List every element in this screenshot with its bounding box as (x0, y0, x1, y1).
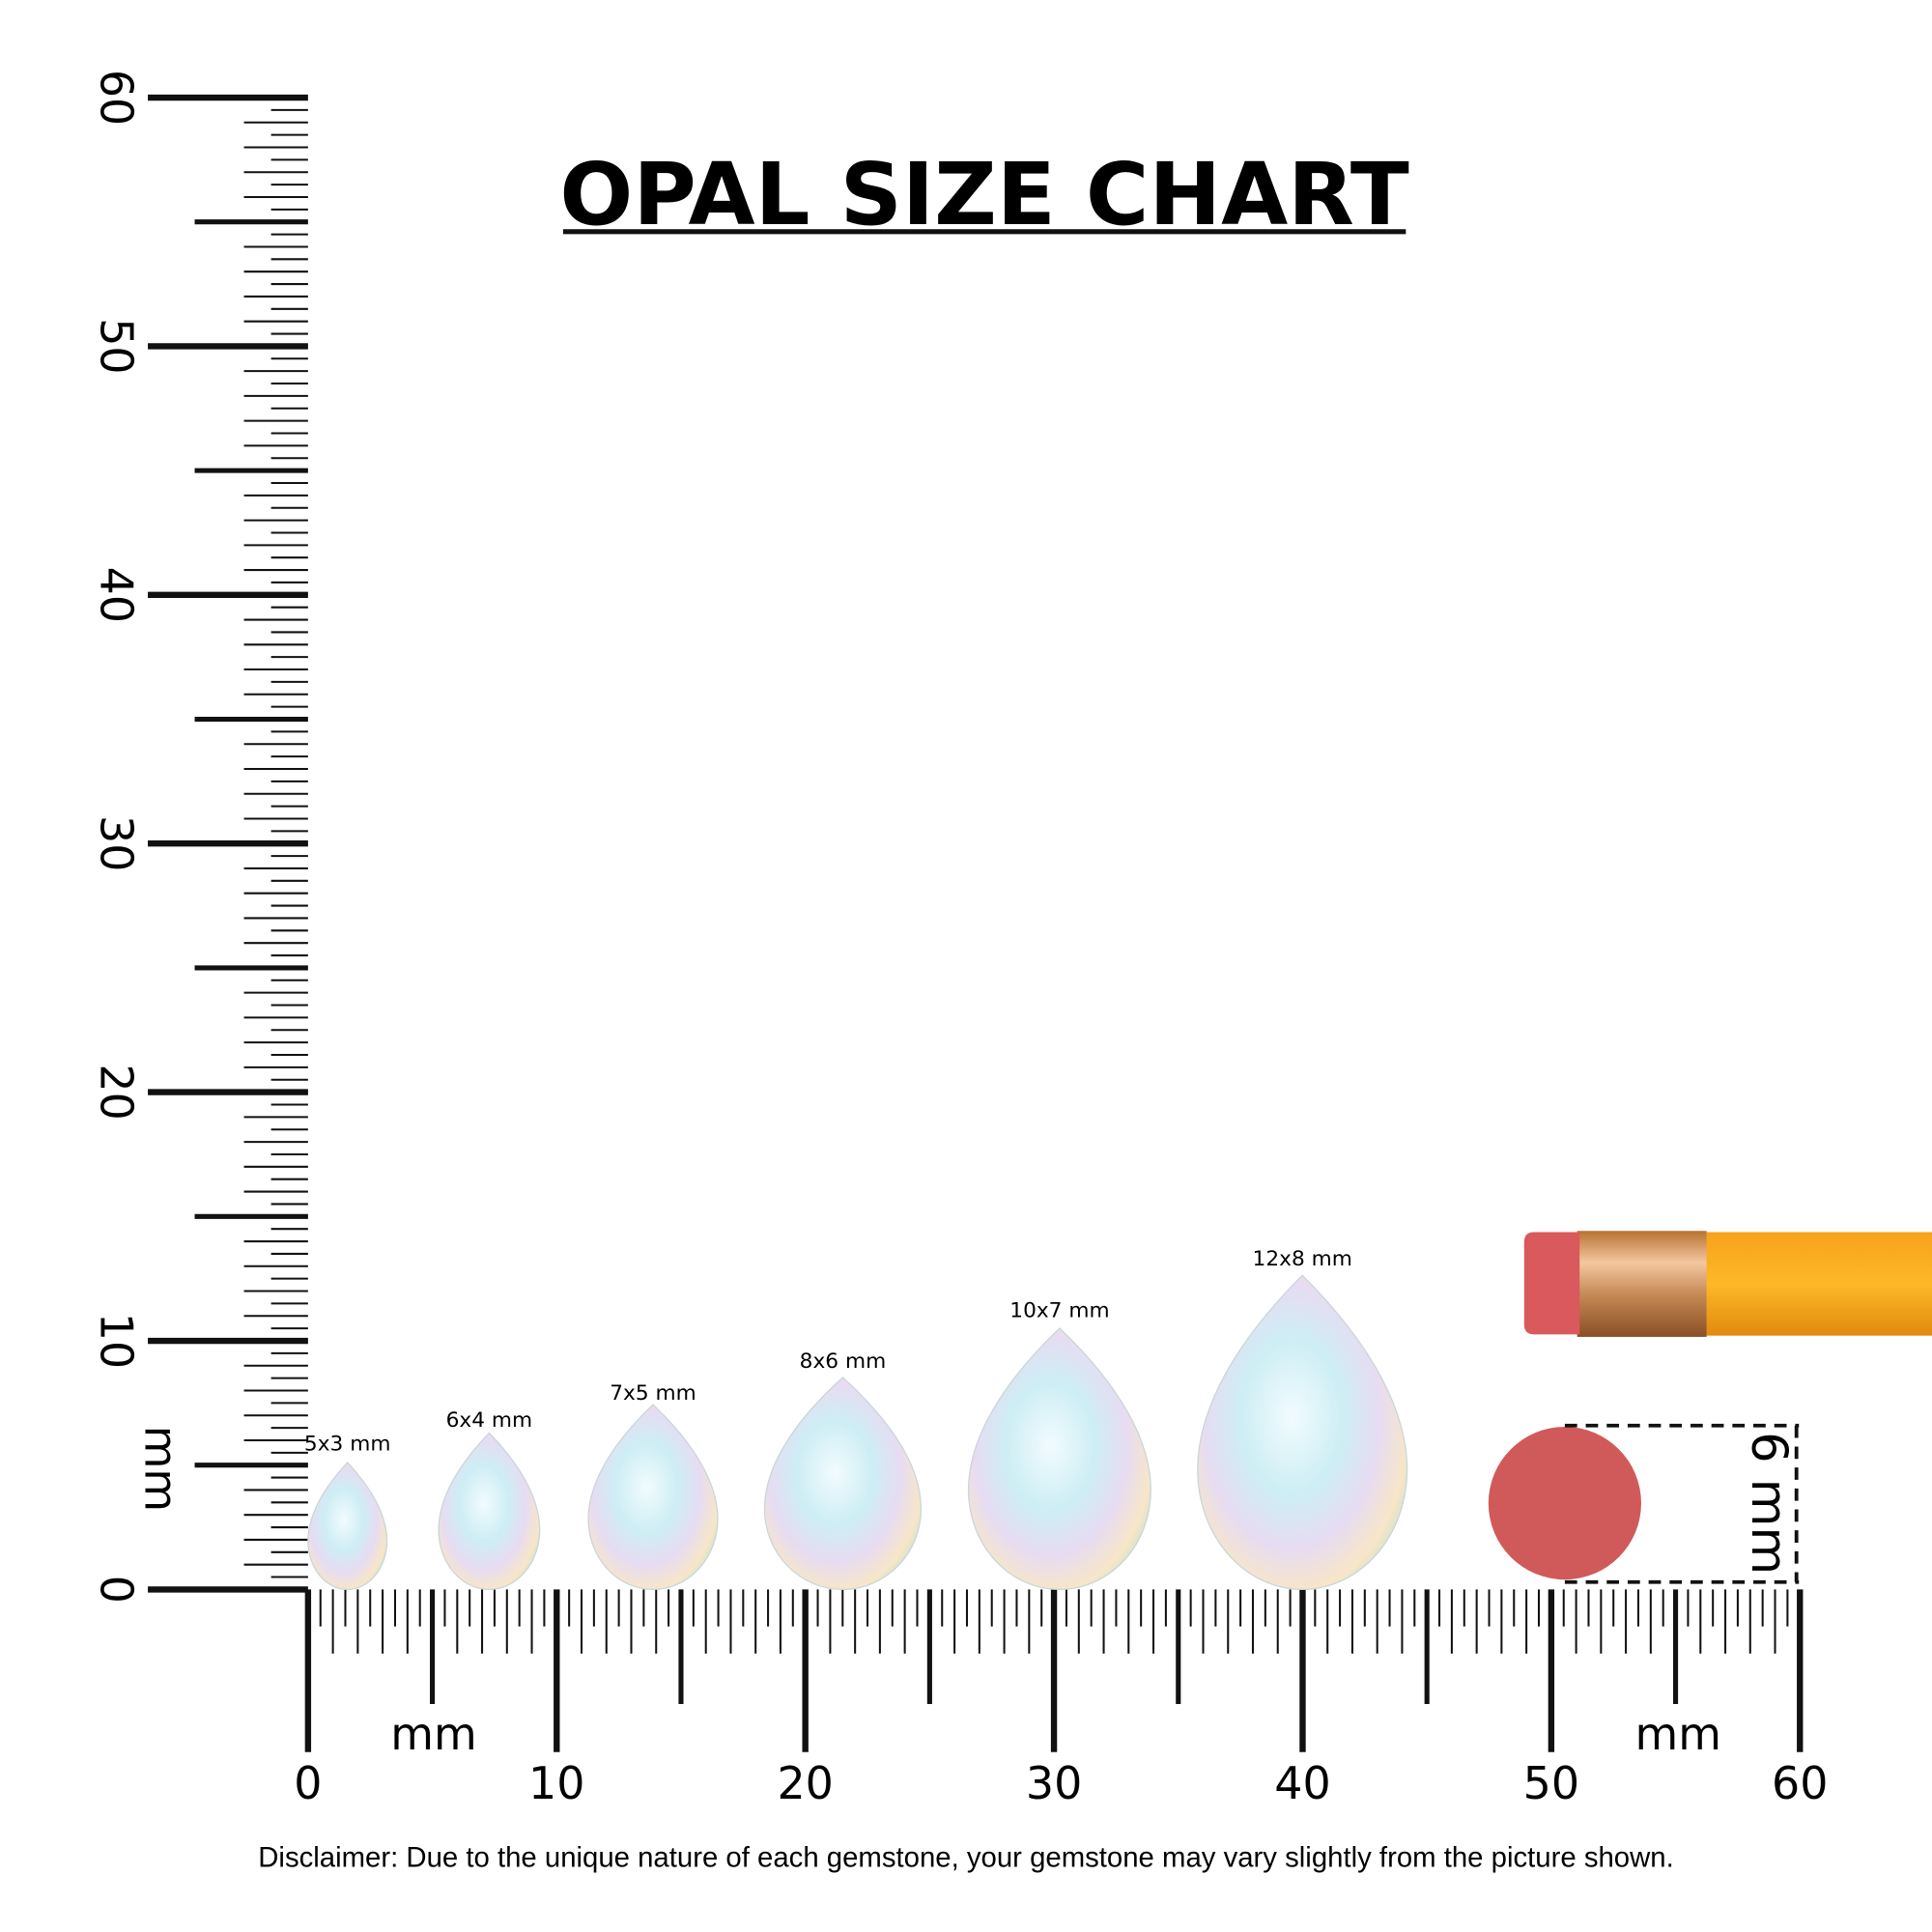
reference-label: 6 mm (1740, 1432, 1797, 1575)
horizontal-tick-label: 10 (528, 1757, 584, 1809)
horizontal-unit: mm (1635, 1708, 1721, 1760)
vertical-tick-label: 40 (91, 567, 143, 623)
vertical-unit: mm (135, 1426, 187, 1512)
horizontal-tick-label: 30 (1026, 1757, 1082, 1809)
stones: 5x3 mm 6x4 mm 7x5 mm 8x6 mm 10x7 mm 12x8 mm (304, 1247, 1408, 1591)
vertical-tick-label: 60 (91, 70, 143, 126)
stone-label: 6x4 mm (446, 1408, 533, 1433)
stone-label: 5x3 mm (304, 1432, 391, 1456)
opal-stone (438, 1432, 541, 1591)
horizontal-tick-label: 0 (294, 1757, 322, 1809)
vertical-tick-label: 10 (91, 1313, 143, 1369)
vertical-tick-label: 0 (91, 1576, 143, 1604)
opal-stone (967, 1327, 1151, 1590)
stone-label: 10x7 mm (1009, 1299, 1109, 1323)
vertical-tick-label: 50 (91, 318, 143, 374)
vertical-tick-label: 20 (91, 1064, 143, 1120)
eraser-dot (1488, 1427, 1641, 1580)
horizontal-tick-label: 40 (1274, 1757, 1330, 1809)
opal-stone (1197, 1274, 1408, 1591)
horizontal-tick-label: 50 (1523, 1757, 1579, 1809)
opal-stone (307, 1462, 388, 1590)
stone-label: 12x8 mm (1253, 1247, 1352, 1271)
rulers: 0 10 20 30 40 50 60 0 10 20 30 40 50 60 mm mm mm (91, 70, 1829, 1809)
disclaimer: Disclaimer: Due to the unique nature of … (258, 1841, 1674, 1873)
stone-label: 8x6 mm (800, 1350, 887, 1374)
horizontal-tick-label: 60 (1772, 1757, 1828, 1809)
horizontal-unit: mm (390, 1708, 476, 1760)
opal-stone (763, 1377, 923, 1590)
pencil (1523, 1231, 1932, 1337)
title: OPAL SIZE CHART (559, 145, 1408, 245)
vertical-tick-label: 30 (91, 815, 143, 871)
opal-stone (587, 1404, 719, 1590)
horizontal-tick-label: 20 (777, 1757, 833, 1809)
stone-label: 7x5 mm (610, 1381, 696, 1406)
reference-dashes (1564, 1423, 1800, 1584)
